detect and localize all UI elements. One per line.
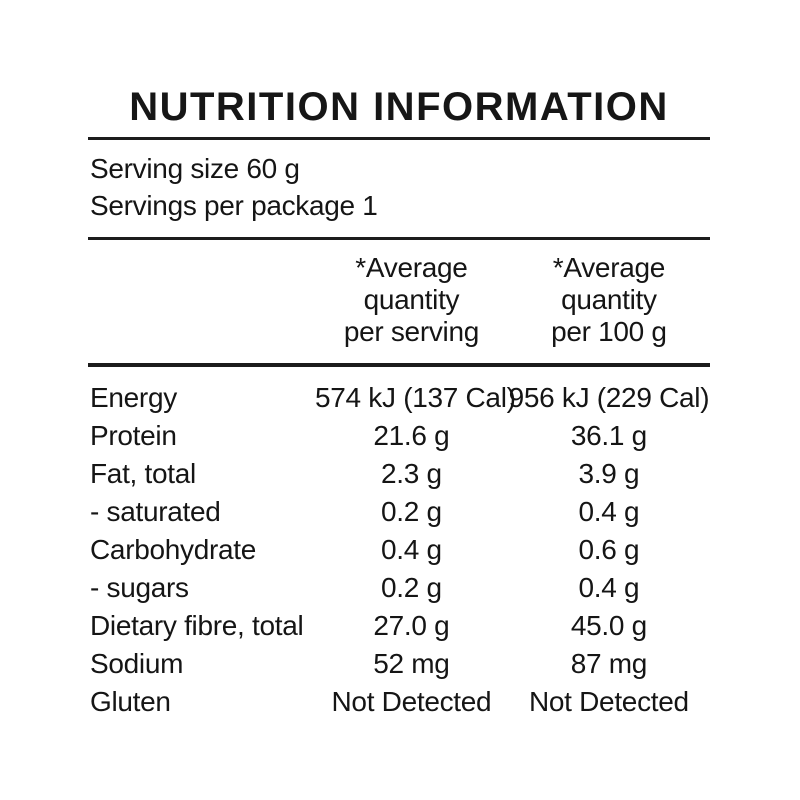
nutrient-value-per-100g: 956 kJ (229 Cal): [508, 382, 710, 413]
nutrient-row-gluten: Gluten Not Detected Not Detected: [88, 683, 710, 721]
serving-info: Serving size 60 g Servings per package 1: [88, 146, 710, 230]
nutrient-value-per-100g: Not Detected: [528, 686, 689, 717]
nutrient-value-per-100g: 0.6 g: [578, 534, 640, 565]
header-line: quantity: [561, 284, 657, 315]
column-header-spacer: [88, 252, 315, 348]
panel-title: NUTRITION INFORMATION: [129, 85, 669, 129]
serving-size-line: Serving size 60 g: [90, 153, 300, 184]
column-header-per-100g: *Average quantity per 100 g: [508, 252, 710, 348]
nutrient-label: - sugars: [90, 572, 189, 603]
header-line: per 100 g: [551, 316, 667, 347]
nutrient-table: Energy 574 kJ (137 Cal) 956 kJ (229 Cal)…: [88, 373, 710, 721]
nutrient-row-protein: Protein 21.6 g 36.1 g: [88, 417, 710, 455]
nutrient-value-per-serving: Not Detected: [331, 686, 492, 717]
nutrient-label: Sodium: [90, 648, 184, 679]
nutrient-value-per-100g: 3.9 g: [578, 458, 640, 489]
nutrient-row-dietary-fibre: Dietary fibre, total 27.0 g 45.0 g: [88, 607, 710, 645]
column-header-row: *Average quantity per serving *Average q…: [88, 246, 710, 356]
nutrient-value-per-100g: 87 mg: [570, 648, 648, 679]
nutrient-value-per-100g: 0.4 g: [578, 572, 640, 603]
nutrient-label: Gluten: [90, 686, 171, 717]
nutrient-value-per-serving: 574 kJ (137 Cal): [315, 382, 516, 413]
header-line: *Average: [552, 252, 666, 283]
nutrient-value-per-100g: 0.4 g: [578, 496, 640, 527]
nutrient-label: Energy: [90, 382, 177, 413]
nutrient-value-per-serving: 0.4 g: [381, 534, 442, 565]
nutrient-row-carbohydrate: Carbohydrate 0.4 g 0.6 g: [88, 531, 710, 569]
serving-divider: [88, 237, 710, 240]
nutrient-label: Protein: [90, 420, 177, 451]
nutrient-row-sodium: Sodium 52 mg 87 mg: [88, 645, 710, 683]
nutrient-row-fat-total: Fat, total 2.3 g 3.9 g: [88, 455, 710, 493]
nutrient-row-sugars: - sugars 0.2 g 0.4 g: [88, 569, 710, 607]
nutrient-value-per-100g: 36.1 g: [570, 420, 647, 451]
header-line: per serving: [343, 316, 480, 347]
header-line: *Average: [355, 252, 468, 283]
nutrient-value-per-100g: 45.0 g: [570, 610, 647, 641]
column-header-per-serving: *Average quantity per serving: [315, 252, 508, 348]
nutrition-panel: NUTRITION INFORMATION Serving size 60 g …: [88, 84, 710, 721]
nutrient-label: Carbohydrate: [90, 534, 257, 565]
nutrient-value-per-serving: 27.0 g: [373, 610, 450, 641]
nutrient-row-energy: Energy 574 kJ (137 Cal) 956 kJ (229 Cal): [88, 379, 710, 417]
nutrient-value-per-serving: 52 mg: [373, 648, 450, 679]
header-divider: [88, 363, 710, 367]
servings-per-package-line: Servings per package 1: [90, 190, 378, 221]
nutrient-label: Dietary fibre, total: [90, 610, 304, 641]
nutrient-value-per-serving: 0.2 g: [381, 496, 442, 527]
nutrient-value-per-serving: 0.2 g: [381, 572, 442, 603]
nutrient-value-per-serving: 2.3 g: [381, 458, 442, 489]
nutrient-label: Fat, total: [90, 458, 196, 489]
nutrient-value-per-serving: 21.6 g: [373, 420, 450, 451]
nutrient-label: - saturated: [90, 496, 221, 527]
header-line: quantity: [363, 284, 460, 315]
title-divider: [88, 137, 710, 140]
nutrient-row-saturated: - saturated 0.2 g 0.4 g: [88, 493, 710, 531]
